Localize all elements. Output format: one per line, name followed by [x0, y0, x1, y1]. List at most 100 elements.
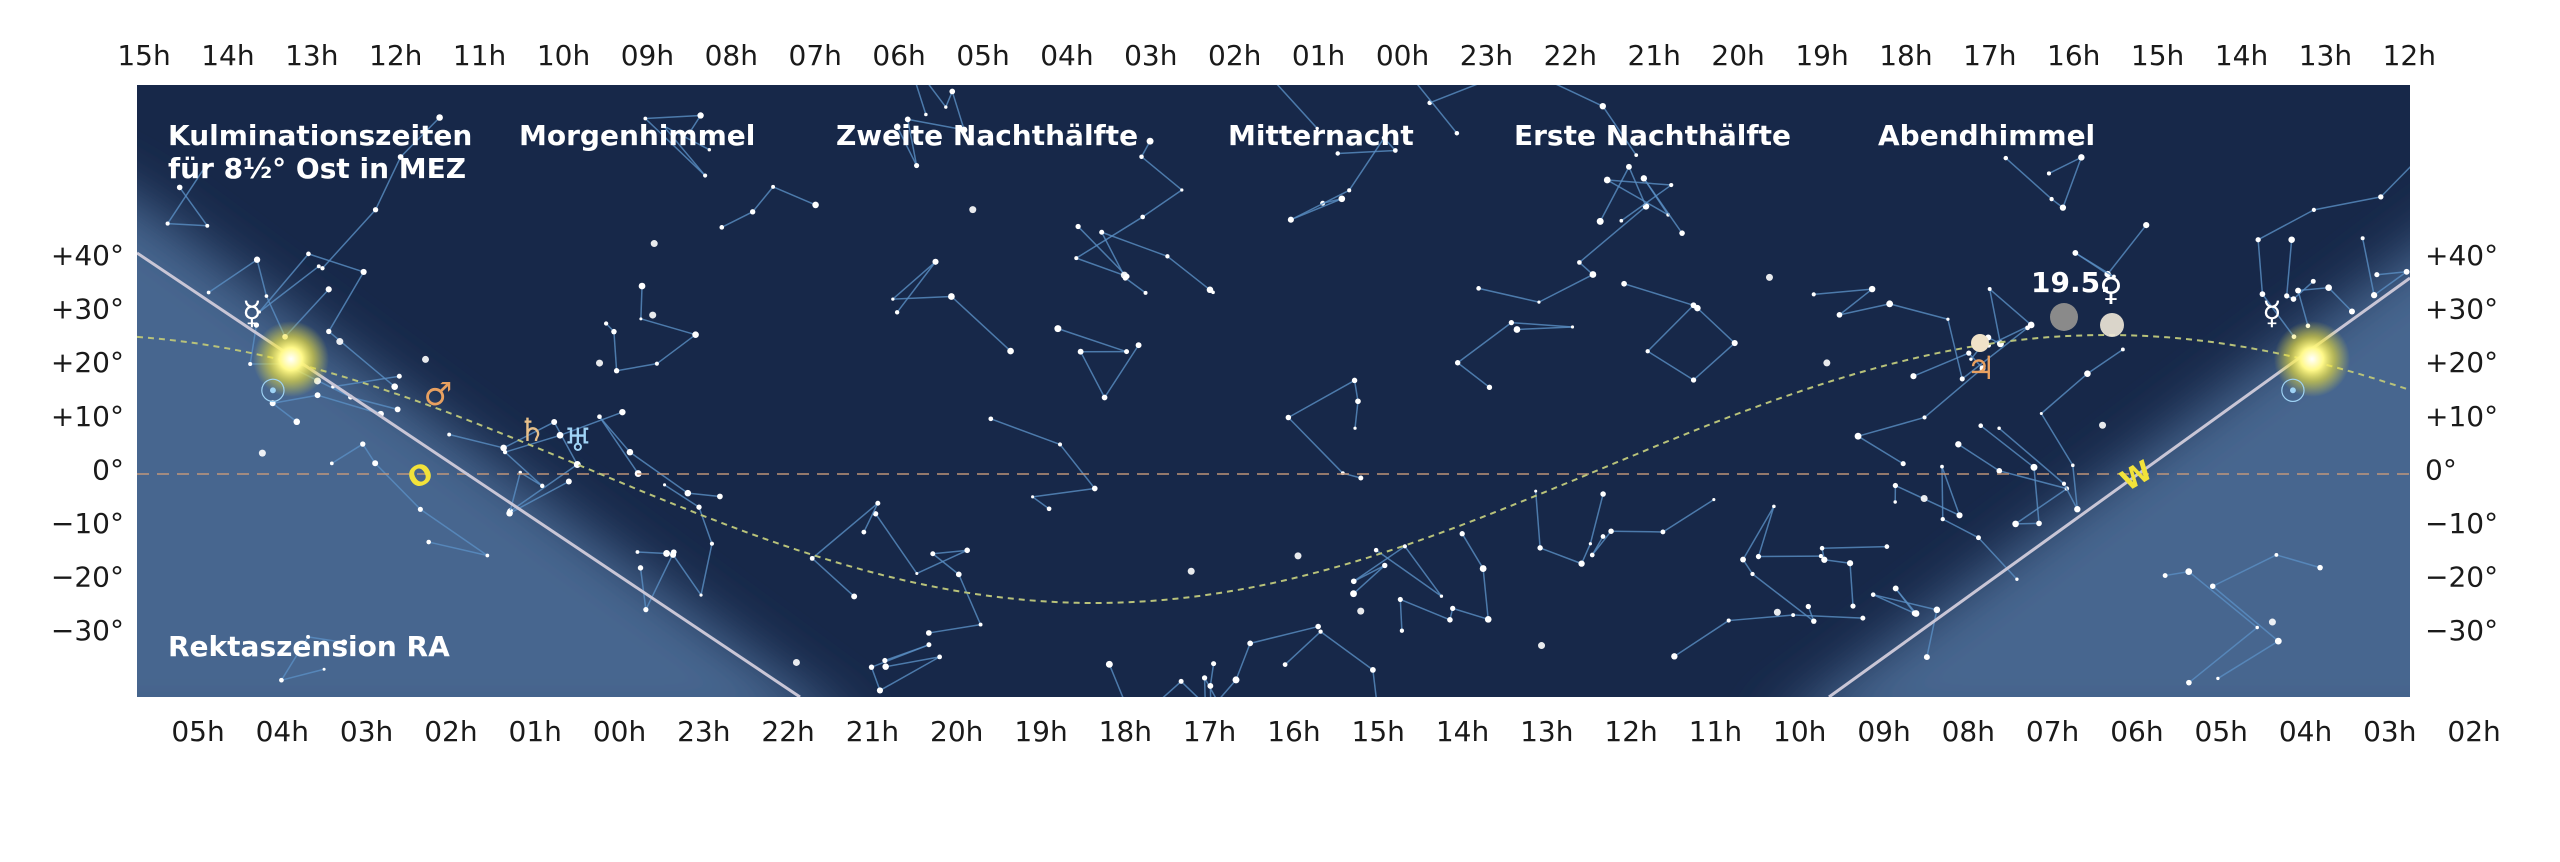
- constellation-line: [1988, 324, 2032, 347]
- top-ra-label: 13h: [2299, 39, 2352, 72]
- constellation-line: [1941, 466, 1944, 520]
- star: [1740, 556, 1746, 563]
- star: [1287, 216, 1294, 223]
- constellation-line: [1142, 189, 1183, 218]
- constellation-line: [2063, 483, 2078, 510]
- star: [654, 361, 659, 366]
- star: [2310, 278, 2316, 284]
- star: [876, 687, 884, 694]
- constellation-line: [1534, 491, 1541, 548]
- star: [2046, 171, 2052, 176]
- constellation-line: [448, 433, 504, 449]
- star: [1459, 531, 1465, 537]
- bright-star: [2268, 618, 2276, 626]
- star: [1997, 426, 2001, 431]
- star: [643, 607, 649, 613]
- star: [1139, 154, 1144, 159]
- star: [882, 657, 888, 664]
- planet-symbol: ♃: [1967, 349, 1996, 387]
- bright-star: [422, 355, 430, 363]
- star: [391, 383, 398, 390]
- header-line1: Kulminationszeiten: [168, 119, 472, 152]
- star: [1645, 349, 1650, 354]
- star: [326, 328, 332, 335]
- constellation-line: [350, 396, 398, 411]
- constellation-line: [2257, 239, 2264, 295]
- constellation-line: [1429, 85, 1478, 104]
- star: [2039, 411, 2043, 416]
- top-ra-label: 11h: [453, 39, 506, 72]
- star: [1884, 544, 1890, 549]
- star: [882, 663, 889, 670]
- bottom-ra-label: 22h: [761, 715, 814, 748]
- star: [891, 297, 895, 301]
- constellation-line: [906, 119, 918, 166]
- constellation-line: [1838, 288, 1873, 316]
- star: [1600, 491, 1606, 497]
- star: [1247, 640, 1254, 647]
- constellation-line: [958, 574, 982, 625]
- star: [1124, 349, 1130, 355]
- constellation-line: [1757, 506, 1775, 557]
- star: [2284, 293, 2290, 299]
- constellation-line: [1849, 563, 1854, 607]
- constellation-line: [1166, 255, 1214, 293]
- star: [1091, 485, 1098, 492]
- star: [1578, 560, 1585, 567]
- constellation-line: [419, 508, 488, 557]
- bright-star: [1294, 552, 1302, 560]
- left-dec-label: 0°: [92, 453, 124, 486]
- constellation-line: [1516, 326, 1573, 331]
- constellation-line: [1607, 179, 1672, 186]
- star: [1868, 285, 1876, 293]
- star: [1911, 610, 1918, 617]
- constellation-line: [598, 416, 639, 474]
- star: [619, 408, 626, 416]
- star: [2274, 637, 2282, 645]
- star: [1476, 286, 1481, 291]
- star: [1836, 312, 1843, 318]
- constellation-line: [1839, 303, 1890, 316]
- top-ra-label: 05h: [956, 39, 1009, 72]
- left-dec-label: +30°: [51, 293, 124, 326]
- constellation-line: [321, 209, 377, 269]
- constellation-line: [1220, 679, 1237, 697]
- star: [1513, 326, 1521, 333]
- star: [394, 406, 401, 413]
- star: [176, 184, 183, 191]
- constellation-line: [1180, 680, 1199, 697]
- star: [2071, 463, 2075, 468]
- star: [279, 677, 284, 683]
- star: [1608, 528, 1614, 534]
- constellation-line: [1452, 607, 1489, 621]
- star: [1955, 441, 1962, 448]
- constellation-line: [664, 484, 700, 508]
- constellation-line: [1602, 105, 1637, 156]
- star: [2317, 564, 2323, 571]
- constellation-line: [2040, 373, 2088, 415]
- star: [360, 441, 366, 447]
- star: [699, 593, 703, 597]
- constellation-line: [772, 186, 816, 206]
- constellation-line: [1287, 379, 1355, 419]
- star: [1846, 560, 1854, 567]
- star: [1671, 653, 1678, 660]
- star: [329, 461, 334, 466]
- constellation-line: [1354, 401, 1359, 429]
- star: [2311, 207, 2316, 212]
- constellation-line: [645, 551, 675, 610]
- constellation-line: [863, 502, 879, 533]
- star: [603, 321, 609, 326]
- star: [717, 493, 723, 500]
- star: [913, 162, 920, 169]
- star: [1811, 292, 1816, 297]
- star: [203, 163, 209, 168]
- star: [1599, 102, 1606, 110]
- footer-label: Rektaszension RA: [168, 630, 450, 663]
- constellation-line: [2015, 487, 2068, 525]
- star: [2120, 347, 2125, 352]
- constellation-line: [950, 295, 1012, 352]
- star: [314, 392, 321, 399]
- constellation-line: [885, 656, 940, 668]
- star: [692, 331, 699, 339]
